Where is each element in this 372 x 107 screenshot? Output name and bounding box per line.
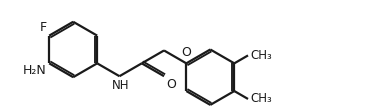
Text: F: F: [40, 21, 47, 34]
Text: CH₃: CH₃: [250, 92, 272, 106]
Text: O: O: [182, 46, 191, 59]
Text: CH₃: CH₃: [250, 49, 272, 62]
Text: O: O: [166, 78, 176, 91]
Text: H₂N: H₂N: [22, 64, 46, 77]
Text: NH: NH: [112, 79, 129, 92]
